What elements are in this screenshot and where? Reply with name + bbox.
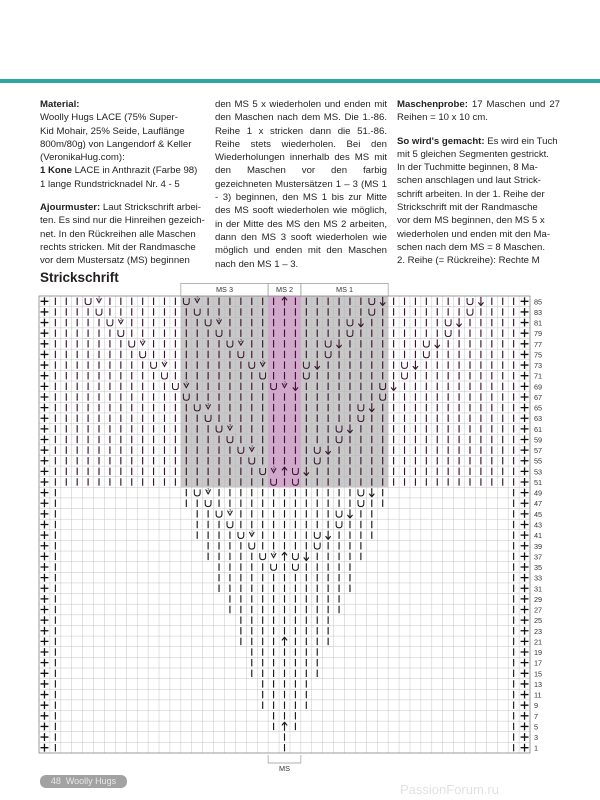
svg-text:85: 85: [534, 297, 542, 306]
svg-text:51: 51: [534, 478, 542, 487]
svg-text:27: 27: [534, 606, 542, 615]
svg-text:67: 67: [534, 393, 542, 402]
svg-text:31: 31: [534, 584, 542, 593]
svg-text:71: 71: [534, 372, 542, 381]
svg-text:7: 7: [534, 712, 538, 721]
svg-text:55: 55: [534, 457, 542, 466]
svg-text:49: 49: [534, 489, 542, 498]
svg-text:57: 57: [534, 446, 542, 455]
svg-text:13: 13: [534, 680, 542, 689]
svg-text:35: 35: [534, 563, 542, 572]
svg-text:17: 17: [534, 659, 542, 668]
svg-text:77: 77: [534, 340, 542, 349]
svg-text:1: 1: [534, 744, 538, 753]
svg-text:83: 83: [534, 308, 542, 317]
svg-text:61: 61: [534, 425, 542, 434]
svg-text:15: 15: [534, 669, 542, 678]
svg-text:21: 21: [534, 637, 542, 646]
svg-text:69: 69: [534, 382, 542, 391]
svg-text:41: 41: [534, 531, 542, 540]
svg-text:63: 63: [534, 414, 542, 423]
svg-text:79: 79: [534, 329, 542, 338]
svg-text:73: 73: [534, 361, 542, 370]
svg-text:43: 43: [534, 521, 542, 530]
svg-text:37: 37: [534, 552, 542, 561]
svg-text:19: 19: [534, 648, 542, 657]
svg-text:39: 39: [534, 542, 542, 551]
svg-text:81: 81: [534, 319, 542, 328]
svg-text:65: 65: [534, 404, 542, 413]
svg-text:45: 45: [534, 510, 542, 519]
svg-text:25: 25: [534, 616, 542, 625]
svg-text:29: 29: [534, 595, 542, 604]
svg-text:59: 59: [534, 435, 542, 444]
svg-text:3: 3: [534, 733, 538, 742]
svg-text:MS 2: MS 2: [276, 285, 293, 294]
svg-text:75: 75: [534, 350, 542, 359]
svg-text:MS 3: MS 3: [216, 285, 233, 294]
svg-text:5: 5: [534, 722, 538, 731]
svg-text:33: 33: [534, 574, 542, 583]
svg-text:53: 53: [534, 467, 542, 476]
svg-text:47: 47: [534, 499, 542, 508]
svg-text:23: 23: [534, 627, 542, 636]
svg-text:9: 9: [534, 701, 538, 710]
svg-text:MS: MS: [279, 764, 290, 773]
svg-text:MS 1: MS 1: [336, 285, 353, 294]
svg-text:11: 11: [534, 691, 542, 700]
